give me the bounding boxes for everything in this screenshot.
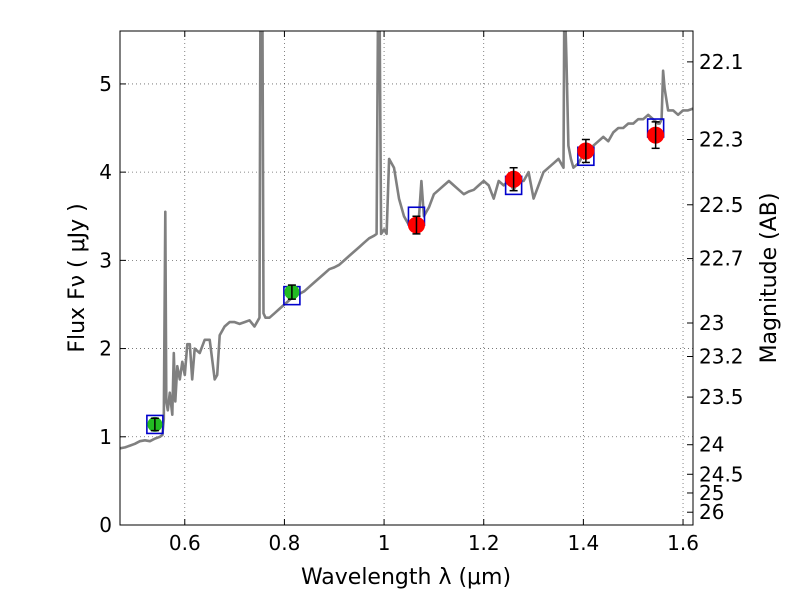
y-tick-label: 3 xyxy=(99,248,112,272)
x-tick-label: 0.8 xyxy=(269,531,301,555)
x-tick-label: 1.6 xyxy=(667,531,699,555)
plot-frame xyxy=(119,30,694,526)
plot-area xyxy=(120,31,693,450)
x-tick-label: 1.2 xyxy=(468,531,500,555)
y-axis-label: Flux Fν ( μJy ) xyxy=(65,203,90,352)
x-axis-label: Wavelength λ (μm) xyxy=(301,565,511,590)
magnitude-tick-label: 24.5 xyxy=(699,462,744,486)
magnitude-tick-label: 24 xyxy=(699,433,724,457)
x-tick-label: 1.4 xyxy=(567,531,599,555)
magnitude-tick-label: 23.2 xyxy=(699,345,744,369)
magnitude-axis-label: Magnitude (AB) xyxy=(757,193,782,364)
marker-layer xyxy=(146,118,665,435)
y-tick-label: 0 xyxy=(99,513,112,537)
magnitude-tick-label: 22.5 xyxy=(699,193,744,217)
magnitude-tick-label: 25 xyxy=(699,481,724,505)
x-tick-label: 1 xyxy=(378,531,391,555)
magnitude-tick-label: 23 xyxy=(699,311,724,335)
y-tick-label: 2 xyxy=(99,337,112,361)
model-photometry-box xyxy=(146,414,164,435)
y-tick-label: 4 xyxy=(99,160,112,184)
y-tick-label: 5 xyxy=(99,72,112,96)
x-axis: 0.6 0.8 1 1.2 1.4 1.6 xyxy=(169,31,699,555)
magnitude-tick-label: 26 xyxy=(699,500,724,524)
magnitude-tick-label: 22.1 xyxy=(699,50,744,74)
magnitude-tick-label: 22.3 xyxy=(699,128,744,152)
y-tick-label: 1 xyxy=(99,425,112,449)
magnitude-tick-label: 22.7 xyxy=(699,247,744,271)
y-axis: 0 1 2 3 4 5 xyxy=(99,72,126,537)
x-tick-label: 0.6 xyxy=(169,531,201,555)
magnitude-tick-label: 23.5 xyxy=(699,385,744,409)
